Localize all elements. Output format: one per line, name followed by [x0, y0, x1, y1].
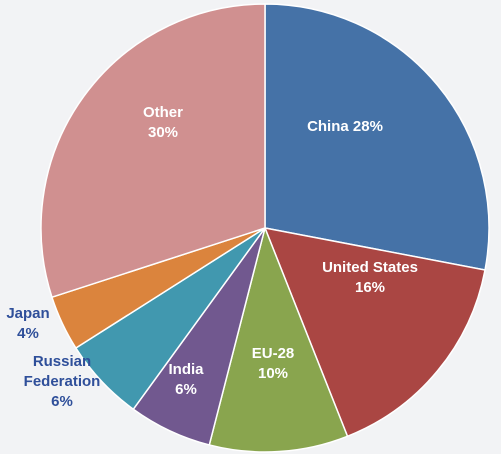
slice-united-states [264, 227, 486, 438]
slice-label-japan: Japan 4% [6, 305, 49, 342]
slice-label-russian-federation: Russian Federation 6% [24, 353, 101, 410]
pie-labels: China 28% United States 16% EU-28 10% India 6%… [6, 104, 418, 410]
slice-label-eu-28: EU-28 10% [252, 345, 295, 382]
slice-china [264, 3, 490, 271]
pie-slices [40, 3, 490, 453]
slice-label-united-states: United States 16% [322, 259, 418, 296]
slice-label-other: Other 30% [143, 104, 183, 141]
slice-eu-28 [208, 227, 349, 453]
slice-label-china: China 28% [307, 118, 383, 135]
slice-other [40, 3, 266, 298]
slice-label-india: India 6% [168, 361, 204, 398]
